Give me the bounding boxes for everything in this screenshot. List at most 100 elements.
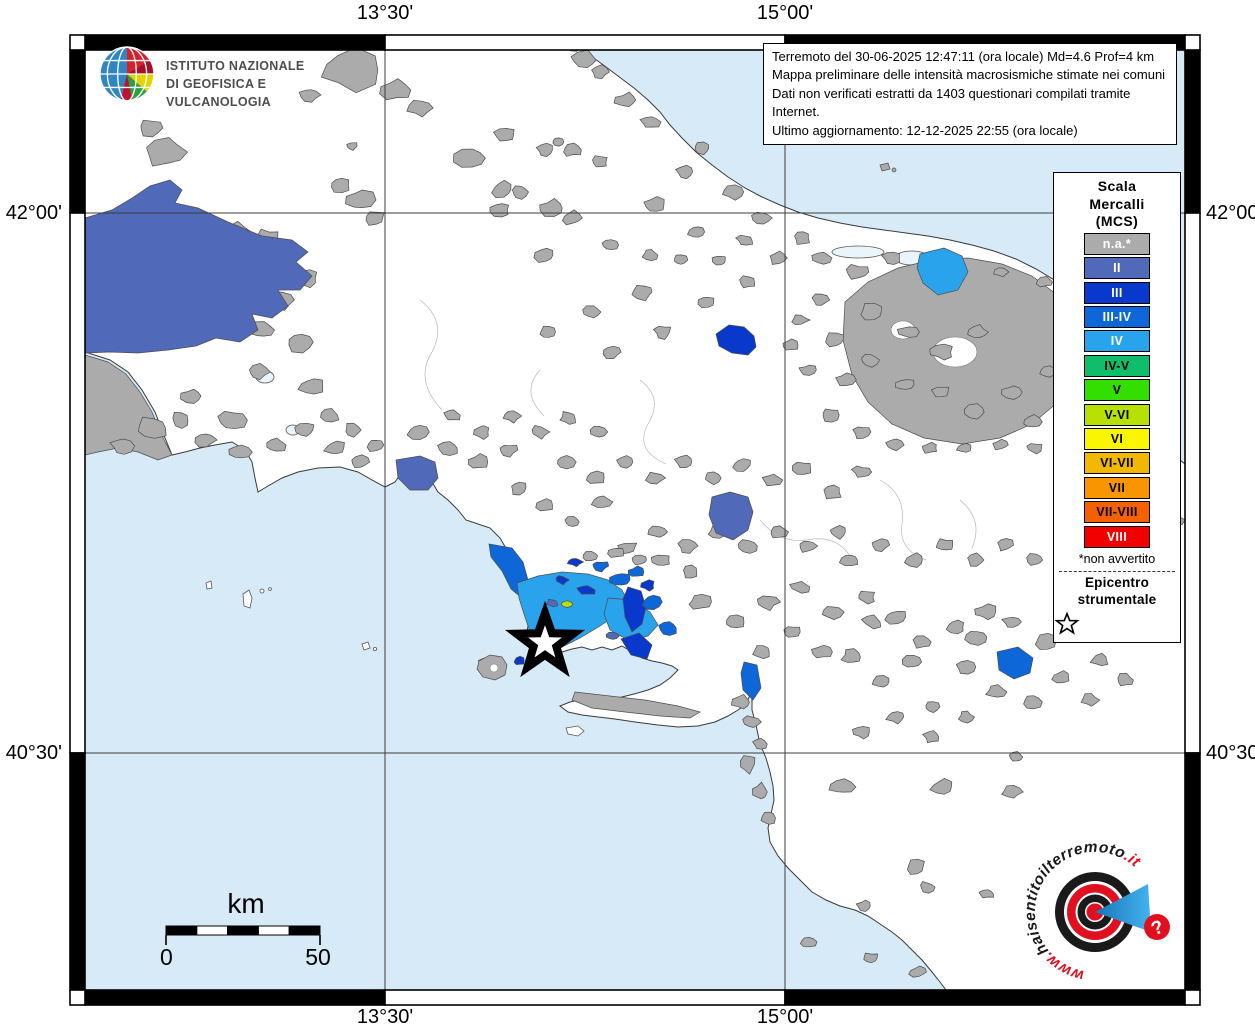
municipality-na (1035, 276, 1053, 288)
municipality-na (845, 264, 870, 280)
municipality-na (502, 410, 523, 424)
municipality-na (499, 444, 519, 458)
title-line-update: Ultimo aggiornamento: 12-12-2025 22:55 (… (772, 122, 1078, 138)
epicenter-star-legend-icon (1054, 611, 1080, 635)
municipality-IIIIV (609, 573, 631, 586)
municipality-na (351, 454, 371, 469)
legend-item-IIIIV: III-IV (1084, 306, 1150, 329)
municipality-na (552, 137, 565, 147)
municipality-na (644, 471, 667, 485)
municipality-na (146, 137, 189, 167)
municipality-na (331, 177, 350, 194)
municipality-na (647, 525, 668, 538)
municipality-na (963, 403, 985, 420)
municipality-na (1026, 553, 1044, 566)
municipality-na (823, 484, 842, 500)
municipality-na (920, 881, 936, 894)
municipality-na (964, 630, 988, 646)
municipality-na (294, 422, 315, 437)
municipality-na (533, 247, 554, 263)
municipality-na (512, 185, 529, 200)
municipality-na (1023, 414, 1043, 428)
municipality-na (861, 354, 880, 368)
municipality-na (582, 550, 599, 561)
legend-item-IVV: IV-V (1084, 354, 1150, 377)
municipality-na (992, 438, 1009, 451)
municipality-na (137, 416, 167, 439)
municipality-na (687, 226, 705, 238)
municipality-IIIIV (658, 621, 677, 636)
ingv-name-line1: ISTITUTO NAZIONALE (166, 59, 305, 73)
municipality-na (756, 595, 782, 612)
gray-municipalities (109, 50, 1185, 978)
municipality-na (557, 455, 577, 470)
municipality-na (726, 614, 745, 628)
title-line-map: Mappa preliminare delle intensità macros… (772, 67, 1166, 83)
municipality-VVI (561, 600, 574, 608)
municipality-na (811, 251, 833, 265)
capri-island (565, 725, 585, 737)
municipality-na (194, 433, 218, 448)
municipality-na (770, 525, 790, 539)
scale-start-label: 0 (160, 944, 173, 970)
municipality-na (1001, 785, 1024, 799)
legend-item-III: III (1084, 281, 1150, 304)
municipality-na (592, 155, 608, 168)
municipality-na (852, 726, 870, 740)
legend-item-VIIVIII: VII-VIII (1084, 501, 1150, 524)
map-frame (69, 34, 1201, 1006)
scale-bar-graphic (165, 925, 321, 945)
ingv-globe-icon (99, 46, 155, 102)
municipality-na (511, 481, 527, 496)
legend-item-IV: IV (1084, 330, 1150, 353)
municipality-na (217, 410, 248, 430)
municipality-na (472, 425, 490, 440)
municipality-na (539, 325, 556, 338)
municipality-na (907, 858, 925, 875)
municipality-na (880, 251, 901, 265)
legend-item-VVI: V-VI (1084, 403, 1150, 426)
lon-label-top-west: 13°30' (356, 2, 414, 24)
municipality-na (930, 386, 949, 398)
municipality-na (921, 730, 940, 744)
municipality-na (967, 552, 985, 567)
municipality-na (140, 119, 164, 138)
municipality-na (791, 314, 811, 326)
municipality-na (559, 411, 576, 425)
muni-intensity-III (715, 324, 757, 356)
municipality-na (249, 363, 272, 381)
municipality-na (531, 425, 551, 440)
municipality-na (320, 408, 340, 423)
municipality-na (631, 285, 653, 302)
municipality-na (740, 755, 756, 775)
lon-label-bottom-west: 13°30' (356, 1006, 414, 1024)
municipality-na (563, 142, 582, 157)
municipality-na (613, 91, 637, 108)
municipality-IIIIV (641, 594, 663, 611)
municipality-na (822, 408, 840, 423)
municipality-na (735, 234, 754, 246)
municipality-na (585, 470, 605, 484)
municipality-na (821, 606, 845, 620)
municipality-na (652, 325, 672, 340)
municipality-na (884, 611, 907, 625)
municipality-na (675, 164, 694, 180)
municipality-III (576, 585, 596, 595)
municipality-na (752, 738, 768, 750)
municipality-III (640, 579, 655, 592)
municipality-na (674, 254, 689, 265)
municipality-na (323, 440, 345, 455)
mercalli-legend: Scala Mercalli (MCS) n.a.* II III III-IV IV I… (1053, 172, 1181, 643)
municipality-na (697, 297, 715, 309)
municipality-na (468, 453, 489, 469)
municipality-na (810, 644, 833, 659)
municipality-na (266, 437, 287, 452)
municipality-na (109, 438, 136, 455)
municipality-na (739, 275, 756, 289)
legend-item-na: n.a.* (1084, 232, 1150, 255)
municipality-na (491, 179, 512, 199)
municipality-na (591, 64, 610, 80)
muni-intensity-II (708, 491, 754, 541)
municipality-na (631, 554, 647, 566)
